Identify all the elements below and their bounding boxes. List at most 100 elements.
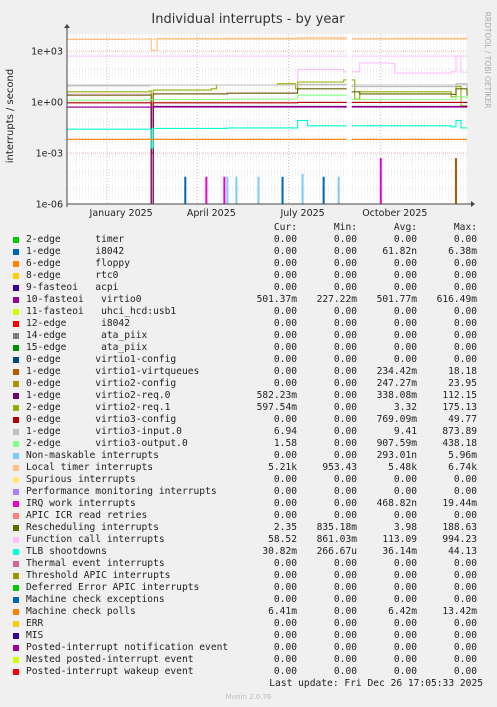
legend-label: 2-edge timer [26,234,125,245]
legend-row: 8-edge rtc0 0.00 0.00 0.00 0.00 [0,270,497,282]
x-axis-arrow [471,201,475,207]
legend-avg-value: 0.00 [393,342,417,353]
legend-min-value: 0.00 [333,234,357,245]
legend-min-value: 0.00 [333,630,357,641]
col-header-max: Max: [453,222,477,233]
x-tick-label: January 2025 [89,208,153,219]
legend-swatch [13,273,19,279]
legend-min-value: 861.03m [316,534,357,545]
y-axis-arrow [64,24,70,28]
legend-cur-value: 0.00 [273,450,297,461]
legend-cur-value: 0.00 [273,618,297,629]
legend-swatch [13,405,19,411]
legend-label: APIC ICR read retries [26,510,148,521]
legend-row: 1-edge i8042 0.00 0.00 61.82n 6.38m [0,246,497,258]
legend-row: 10-fasteoi virtio0 501.37m 227.22m 501.77m 6… [0,294,497,306]
legend-swatch [13,393,19,399]
chart-area: Individual interrupts - by year interrup… [0,0,497,222]
legend-min-value: 0.00 [333,582,357,593]
legend-row: IRQ work interrupts 0.00 0.00 468.82n 19.44m [0,498,497,510]
legend-label: Machine check exceptions [26,594,165,605]
legend-swatch [13,525,19,531]
legend-row: 1-edge virtio2-req.0 582.23m 0.00 338.08m 11… [0,390,497,402]
legend-min-value: 0.00 [333,486,357,497]
legend-row: Performance monitoring interrupts 0.00 0.0… [0,486,497,498]
legend-swatch [13,297,19,303]
legend-swatch [13,309,19,315]
legend-swatch [13,237,19,243]
legend-cur-value: 0.00 [273,570,297,581]
legend-cur-value: 0.00 [273,354,297,365]
legend-row: 2-edge virtio3-output.0 1.58 0.00 907.59m 43… [0,438,497,450]
legend-avg-value: 468.82n [376,498,417,509]
legend-max-value: 6.74k [448,462,477,473]
legend-swatch [13,501,19,507]
legend-avg-value: 0.00 [393,282,417,293]
legend-avg-value: 113.09 [382,534,417,545]
legend-swatch [13,369,19,375]
legend-avg-value: 0.00 [393,354,417,365]
legend-swatch [13,585,19,591]
legend-swatch [13,345,19,351]
legend-max-value: 0.00 [453,642,477,653]
legend-min-value: 0.00 [333,570,357,581]
legend-cur-value: 0.00 [273,342,297,353]
legend-cur-value: 0.00 [273,642,297,653]
legend-max-value: 0.00 [453,270,477,281]
legend-row: 0-edge virtio1-config 0.00 0.00 0.00 0.00 [0,354,497,366]
legend-label: 2-edge virtio2-req.1 [26,402,171,413]
legend-label: Posted-interrupt wakeup event [26,666,194,677]
legend-swatch [13,513,19,519]
legend-avg-value: 61.82n [382,246,417,257]
series-spike [235,176,238,204]
legend-row: Function call interrupts 58.52 861.03m 113.… [0,534,497,546]
series-spike [379,158,382,204]
legend-max-value: 112.15 [442,390,477,401]
legend-max-value: 0.00 [453,318,477,329]
legend-avg-value: 0.00 [393,582,417,593]
legend-min-value: 0.00 [333,258,357,269]
legend-swatch [13,489,19,495]
legend-min-value: 266.67u [316,546,357,557]
y-tick-label: 1e-06 [36,200,63,211]
legend-max-value: 0.00 [453,630,477,641]
col-header-avg: Avg: [393,222,417,233]
legend-swatch [13,657,19,663]
legend-label: 8-edge rtc0 [26,270,119,281]
legend-label: Local timer interrupts [26,462,154,473]
legend-label: 12-edge i8042 [26,318,130,329]
legend-row: 6-edge floppy 0.00 0.00 0.00 0.00 [0,258,497,270]
legend-max-value: 0.00 [453,234,477,245]
legend-swatch [13,573,19,579]
legend-min-value: 0.00 [333,510,357,521]
legend-avg-value: 0.00 [393,630,417,641]
legend-row: Nested posted-interrupt event 0.00 0.00 0.0… [0,654,497,666]
legend-cur-value: 0.00 [273,306,297,317]
legend-label: 14-edge ata_piix [26,330,148,341]
legend-avg-value: 0.00 [393,558,417,569]
series-spike [301,173,304,204]
legend-swatch [13,633,19,639]
legend-label: 0-edge virtio1-config [26,354,177,365]
legend-row: Machine check exceptions 0.00 0.00 0.00 0.00 [0,594,497,606]
series-spike [337,176,340,204]
legend-avg-value: 0.00 [393,486,417,497]
legend-swatch [13,609,19,615]
legend-min-value: 0.00 [333,606,357,617]
legend-max-value: 0.00 [453,306,477,317]
legend-cur-value: 0.00 [273,654,297,665]
legend-max-value: 19.44m [442,498,477,509]
legend-cur-value: 582.23m [256,390,297,401]
col-header-cur: Cur: [273,222,297,233]
legend-label: 11-fasteoi uhci_hcd:usb1 [26,306,177,317]
legend-cur-value: 5.21k [268,462,297,473]
legend-row: TLB shootdowns 30.82m 266.67u 36.14m 44.13 [0,546,497,558]
legend-max-value: 0.00 [453,342,477,353]
legend-avg-value: 9.41 [393,426,417,437]
legend-row: APIC ICR read retries 0.00 0.00 0.00 0.00 [0,510,497,522]
legend-max-value: 188.63 [442,522,477,533]
legend-cur-value: 0.00 [273,258,297,269]
legend-cur-value: 0.00 [273,330,297,341]
legend-swatch [13,417,19,423]
legend-swatch [13,537,19,543]
